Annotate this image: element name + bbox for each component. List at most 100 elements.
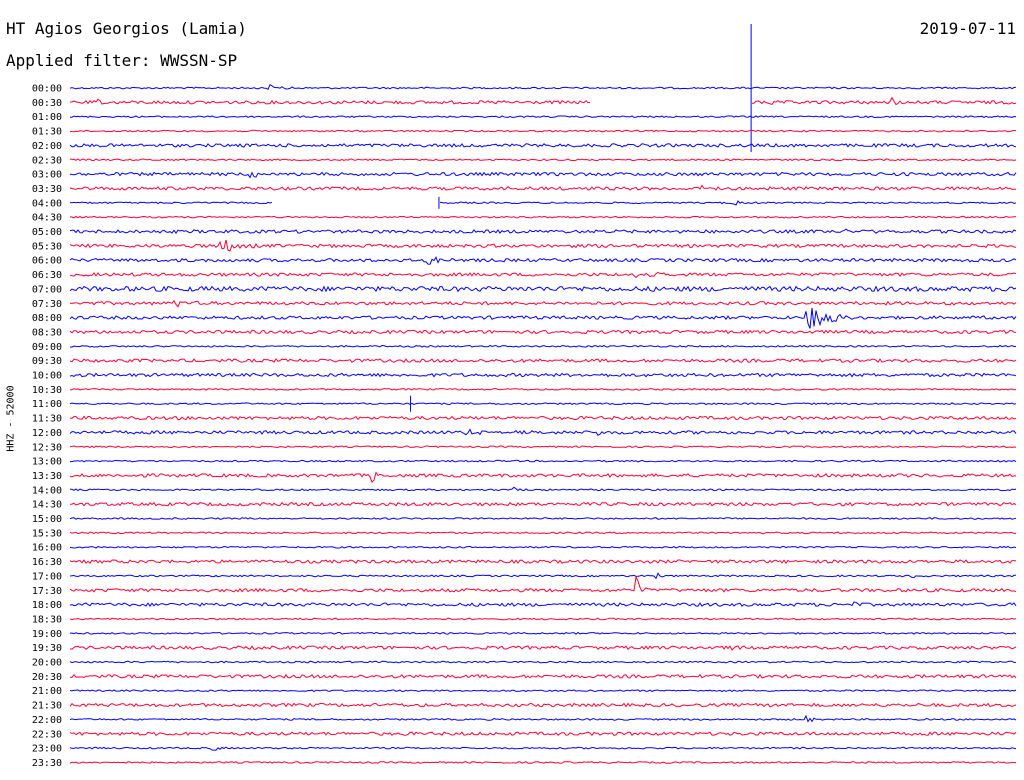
- time-label: 15:30: [32, 528, 62, 539]
- time-label: 17:00: [32, 571, 62, 582]
- trace-line: [69, 746, 1017, 751]
- time-label: 20:30: [32, 672, 62, 683]
- time-label: 21:00: [32, 686, 62, 697]
- time-label: 14:00: [32, 485, 62, 496]
- trace-line: [69, 575, 1017, 593]
- trace-line: [69, 358, 1017, 363]
- trace-line: [69, 617, 1017, 621]
- trace-line: [69, 702, 1017, 708]
- time-label: 10:00: [32, 371, 62, 382]
- trace-line: [69, 256, 1017, 265]
- trace-line: [69, 486, 1017, 492]
- time-label: 02:00: [32, 141, 62, 152]
- trace-line: [69, 239, 1017, 252]
- time-label: 05:30: [32, 241, 62, 252]
- trace-line: [69, 731, 1017, 737]
- time-labels: 00:00 00:30 01:00 01:30 02:00 02:30 03:00 03:30…: [32, 84, 62, 769]
- trace-line: [69, 559, 1017, 564]
- time-label: 17:30: [32, 586, 62, 597]
- trace-line: [69, 428, 1017, 436]
- time-label: 03:30: [32, 184, 62, 195]
- time-label: 13:00: [32, 457, 62, 468]
- trace-line: [69, 184, 1017, 191]
- trace-line: [69, 545, 1017, 549]
- time-label: 08:30: [32, 327, 62, 338]
- time-label: 04:00: [32, 198, 62, 209]
- trace-line: [69, 689, 1017, 693]
- trace-line: [69, 601, 1017, 607]
- time-label: 11:30: [32, 414, 62, 425]
- time-label: 22:30: [32, 729, 62, 740]
- trace-line: [69, 200, 1017, 206]
- time-label: 22:00: [32, 715, 62, 726]
- trace-line: [69, 142, 1017, 148]
- time-label: 04:30: [32, 213, 62, 224]
- time-label: 08:00: [32, 313, 62, 324]
- time-label: 18:30: [32, 614, 62, 625]
- trace-line: [69, 761, 1016, 764]
- trace-line: [69, 631, 1017, 635]
- trace-line: [69, 344, 1016, 348]
- trace-line: [69, 572, 1016, 580]
- time-label: 12:30: [32, 442, 62, 453]
- trace-line: [69, 531, 1016, 535]
- trace-line: [69, 714, 1017, 723]
- time-label: 00:30: [32, 98, 62, 109]
- time-label: 10:30: [32, 385, 62, 396]
- time-label: 05:00: [32, 227, 62, 238]
- trace-line: [69, 285, 1017, 293]
- time-label: 07:00: [32, 284, 62, 295]
- time-label: 07:30: [32, 299, 62, 310]
- time-label: 21:30: [32, 701, 62, 712]
- time-label: 01:00: [32, 112, 62, 123]
- trace-line: [70, 673, 1017, 679]
- trace-line: [70, 115, 1017, 119]
- time-label: 09:30: [32, 356, 62, 367]
- trace-line: [69, 517, 1017, 520]
- time-label: 15:00: [32, 514, 62, 525]
- trace-line: [69, 329, 1017, 335]
- time-label: 00:00: [32, 84, 62, 95]
- station-title: HT Agios Georgios (Lamia): [6, 19, 247, 38]
- trace-group: [69, 24, 1017, 764]
- trace-line: [70, 96, 1017, 106]
- trace-line: [69, 300, 1017, 308]
- trace-line: [69, 402, 1017, 406]
- trace-line: [69, 501, 1017, 507]
- time-label: 16:30: [32, 557, 62, 568]
- time-label: 23:00: [32, 744, 62, 755]
- trace-line: [69, 129, 1017, 133]
- trace-line: [69, 387, 1017, 391]
- trace-line: [69, 415, 1017, 421]
- time-label: 14:30: [32, 500, 62, 511]
- time-label: 03:00: [32, 170, 62, 181]
- time-label: 18:00: [32, 600, 62, 611]
- filter-label: Applied filter: WWSSN-SP: [6, 51, 238, 70]
- trace-line: [69, 645, 1017, 651]
- trace-line: [69, 158, 1017, 162]
- time-label: 19:30: [32, 643, 62, 654]
- time-label: 12:00: [32, 428, 62, 439]
- time-label: 23:30: [32, 758, 62, 769]
- time-label: 19:00: [32, 629, 62, 640]
- time-label: 01:30: [32, 127, 62, 138]
- time-label: 16:00: [32, 543, 62, 554]
- trace-line: [69, 471, 1016, 484]
- trace-line: [69, 228, 1017, 234]
- trace-line: [70, 459, 1017, 463]
- record-date: 2019-07-11: [919, 19, 1016, 38]
- trace-line: [69, 171, 1017, 179]
- time-label: 20:00: [32, 658, 62, 669]
- time-label: 06:30: [32, 270, 62, 281]
- trace-line: [69, 307, 1017, 329]
- trace-line: [69, 271, 1017, 279]
- trace-line: [69, 660, 1016, 664]
- time-label: 02:30: [32, 155, 62, 166]
- time-label: 13:30: [32, 471, 62, 482]
- trace-line: [69, 445, 1017, 449]
- time-label: 09:00: [32, 342, 62, 353]
- trace-line: [69, 215, 1017, 219]
- time-label: 11:00: [32, 399, 62, 410]
- trace-line: [69, 83, 1017, 90]
